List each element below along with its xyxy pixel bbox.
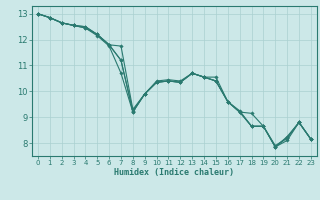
X-axis label: Humidex (Indice chaleur): Humidex (Indice chaleur)	[115, 168, 234, 177]
